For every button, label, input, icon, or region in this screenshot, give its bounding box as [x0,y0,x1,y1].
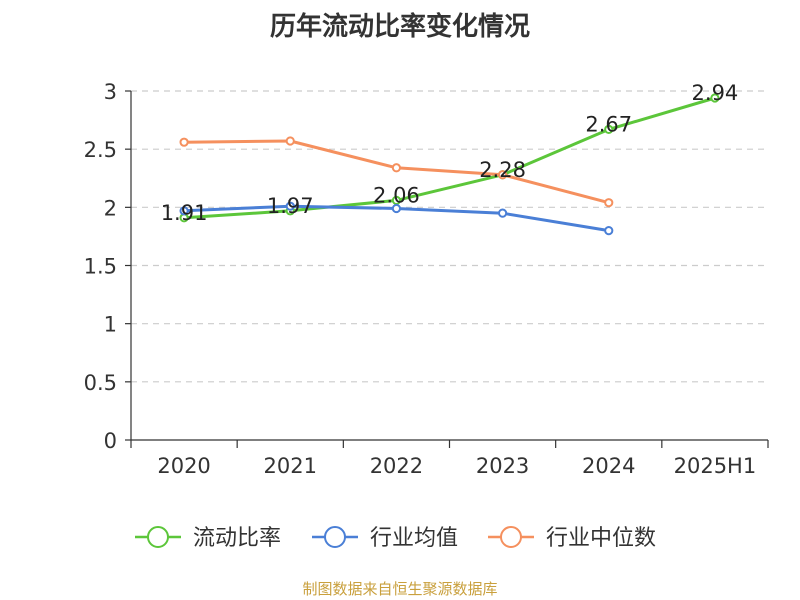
x-tick-label: 2020 [157,454,210,478]
legend-item: 行业中位数 [488,526,656,551]
legend-label: 行业均值 [370,526,458,551]
series-layer [179,93,720,236]
data-point [604,124,614,134]
data-label: 1.91 [161,201,208,225]
y-tick-label: 1.5 [84,255,117,279]
x-tick-label: 2022 [370,454,423,478]
legend-marker [324,526,346,548]
data-label: 2.28 [479,158,526,182]
y-tick-label: 3 [104,80,117,104]
x-tick-label: 2021 [264,454,317,478]
data-point [710,93,720,103]
x-tick-label: 2025H1 [674,454,757,478]
legend-label: 行业中位数 [546,526,656,551]
y-tick-label: 2.5 [84,138,117,162]
data-label: 2.67 [585,112,632,136]
data-point [497,208,508,218]
legend: 流动比率 行业均值 行业中位数 [135,526,656,551]
y-tick-label: 2 [104,196,117,220]
source-footer: 制图数据来自恒生聚源数据库 [302,580,498,598]
data-point [179,137,189,147]
data-point [285,136,295,146]
data-label: 2.94 [692,81,739,105]
y-tick-label: 0 [104,429,117,453]
y-tick-label: 0.5 [84,371,117,395]
y-tick-label: 1 [104,313,117,337]
data-label: 1.97 [267,194,314,218]
data-point [391,163,402,173]
data-point [497,170,508,180]
data-point [604,198,614,208]
legend-label: 流动比率 [193,526,281,551]
x-tick-label: 2023 [476,454,529,478]
legend-item: 流动比率 [135,526,281,551]
chart-title: 历年流动比率变化情况 [269,12,530,42]
data-point [179,206,189,216]
legend-marker [500,526,522,548]
data-label: 2.06 [373,183,420,207]
x-tick-label: 2024 [582,454,635,478]
series-line [184,96,716,220]
legend-item: 行业均值 [312,526,458,551]
label-layer: 1.91 1.97 2.06 2.28 2.67 2.94 [161,81,739,225]
data-point [285,201,295,211]
legend-marker [147,526,169,548]
data-point [391,203,402,214]
grid-layer [131,90,768,383]
axis-layer: 0 0.5 1 1.5 2 2.5 3 2020 2021 2022 2023 2024 2025H1 [84,80,769,478]
data-point [604,226,614,236]
